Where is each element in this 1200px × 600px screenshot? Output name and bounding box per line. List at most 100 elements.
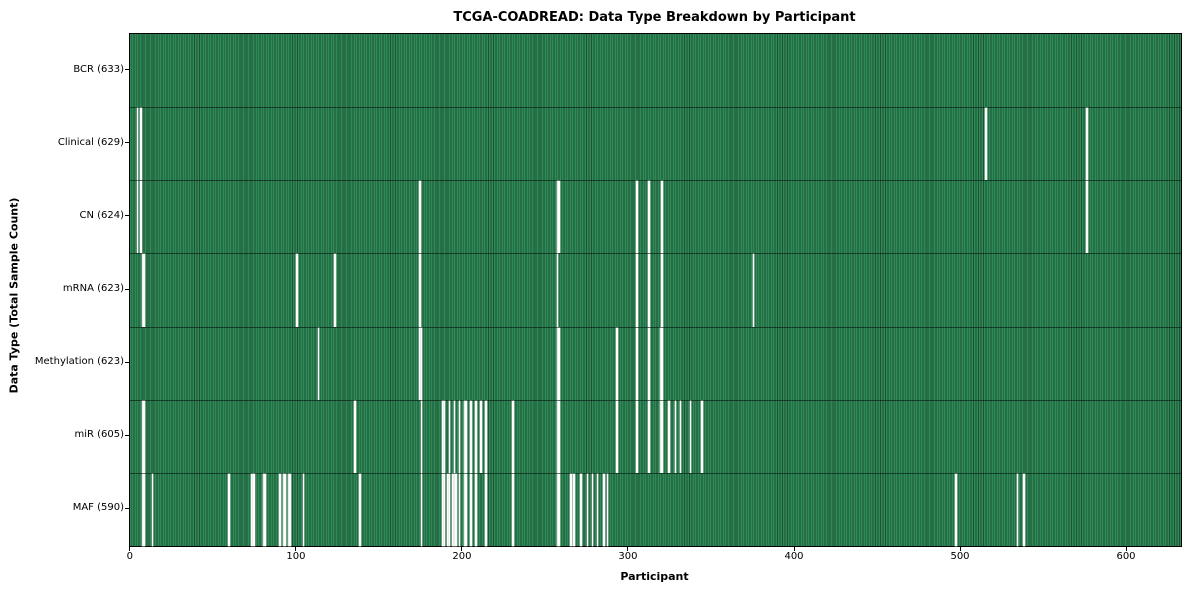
absent-stripe <box>689 400 692 473</box>
heatmap-row-maf <box>130 472 1181 546</box>
absent-stripe <box>227 473 230 546</box>
absent-stripe <box>143 400 145 473</box>
y-tick-mark <box>125 288 129 290</box>
absent-stripe <box>463 400 466 473</box>
absent-stripe <box>701 400 703 473</box>
absent-stripe <box>136 108 139 181</box>
absent-stripe <box>251 473 253 546</box>
absent-stripe <box>420 473 423 546</box>
absent-stripe <box>289 473 292 546</box>
absent-stripe <box>470 473 473 546</box>
absent-stripe <box>485 400 487 473</box>
absent-stripe <box>648 181 650 254</box>
absent-stripe <box>679 400 682 473</box>
absent-stripe <box>1016 473 1019 546</box>
absent-stripe <box>317 327 320 400</box>
y-tick-mark <box>125 507 129 509</box>
x-tick-label: 0 <box>126 551 133 562</box>
x-tick-label: 300 <box>618 551 638 562</box>
absent-stripe <box>586 473 589 546</box>
absent-stripe <box>606 473 609 546</box>
absent-stripe <box>579 473 582 546</box>
absent-stripe <box>475 473 477 546</box>
absent-stripe <box>264 473 267 546</box>
absent-stripe <box>558 400 561 473</box>
absent-stripe <box>279 473 282 546</box>
absent-stripe <box>661 327 663 400</box>
absent-stripe <box>616 327 619 400</box>
absent-stripe <box>558 473 561 546</box>
y-tick-label-bcr: BCR (633) <box>73 63 124 75</box>
absent-stripe <box>569 473 572 546</box>
absent-stripe <box>420 327 423 400</box>
absent-stripe <box>452 473 454 546</box>
absent-stripe <box>661 254 663 327</box>
absent-stripe <box>556 400 559 473</box>
x-tick-mark <box>295 546 297 551</box>
absent-stripe <box>648 400 650 473</box>
absent-stripe <box>556 254 559 327</box>
y-axis-title: Data Type (Total Sample Count) <box>7 197 21 394</box>
absent-stripe <box>282 473 285 546</box>
absent-stripe <box>448 473 451 546</box>
heatmap-row-clinical <box>130 107 1181 181</box>
absent-stripe <box>636 181 639 254</box>
absent-stripe <box>475 400 477 473</box>
absent-stripe <box>648 254 650 327</box>
x-tick-mark <box>1125 546 1127 551</box>
absent-stripe <box>136 181 139 254</box>
absent-stripe <box>659 327 662 400</box>
absent-stripe <box>511 473 514 546</box>
absent-stripe <box>511 400 514 473</box>
absent-stripe <box>556 181 559 254</box>
absent-stripe <box>296 254 298 327</box>
absent-stripe <box>453 400 456 473</box>
absent-stripe <box>143 254 145 327</box>
heatmap-row-mrna <box>130 253 1181 327</box>
absent-stripe <box>141 400 144 473</box>
absent-stripe <box>418 254 421 327</box>
y-tick-mark <box>125 69 129 71</box>
absent-stripe <box>443 400 446 473</box>
absent-stripe <box>418 181 421 254</box>
absent-stripe <box>447 473 449 546</box>
absent-stripe <box>141 254 144 327</box>
heatmap-row-cn <box>130 180 1181 254</box>
heatmap-row-mir <box>130 399 1181 473</box>
absent-stripe <box>556 473 559 546</box>
y-tick-label-cn: CN (624) <box>79 209 124 221</box>
absent-stripe <box>359 473 361 546</box>
absent-stripe <box>648 327 650 400</box>
x-tick-label: 500 <box>950 551 970 562</box>
absent-stripe <box>661 400 663 473</box>
absent-stripe <box>636 400 639 473</box>
absent-stripe <box>558 181 561 254</box>
absent-stripe <box>139 108 142 181</box>
x-tick-mark <box>461 546 463 551</box>
absent-stripe <box>453 473 456 546</box>
absent-stripe <box>596 473 599 546</box>
x-axis-title: Participant <box>620 570 689 583</box>
absent-stripe <box>465 473 468 546</box>
heatmap-row-methylation <box>130 326 1181 400</box>
absent-stripe <box>354 400 356 473</box>
absent-stripe <box>442 473 444 546</box>
absent-stripe <box>143 473 145 546</box>
x-tick-label: 600 <box>1116 551 1136 562</box>
absent-stripe <box>752 254 755 327</box>
absent-stripe <box>1023 473 1025 546</box>
absent-stripe <box>252 473 255 546</box>
x-tick-mark <box>129 546 131 551</box>
y-tick-mark <box>125 361 129 363</box>
y-tick-mark <box>125 434 129 436</box>
absent-stripe <box>556 327 559 400</box>
x-tick-label: 100 <box>286 551 306 562</box>
x-tick-mark <box>627 546 629 551</box>
y-tick-mark <box>125 142 129 144</box>
absent-stripe <box>455 473 458 546</box>
y-tick-label-mir: miR (605) <box>74 429 124 441</box>
absent-stripe <box>151 473 154 546</box>
absent-stripe <box>659 400 662 473</box>
absent-stripe <box>458 473 461 546</box>
